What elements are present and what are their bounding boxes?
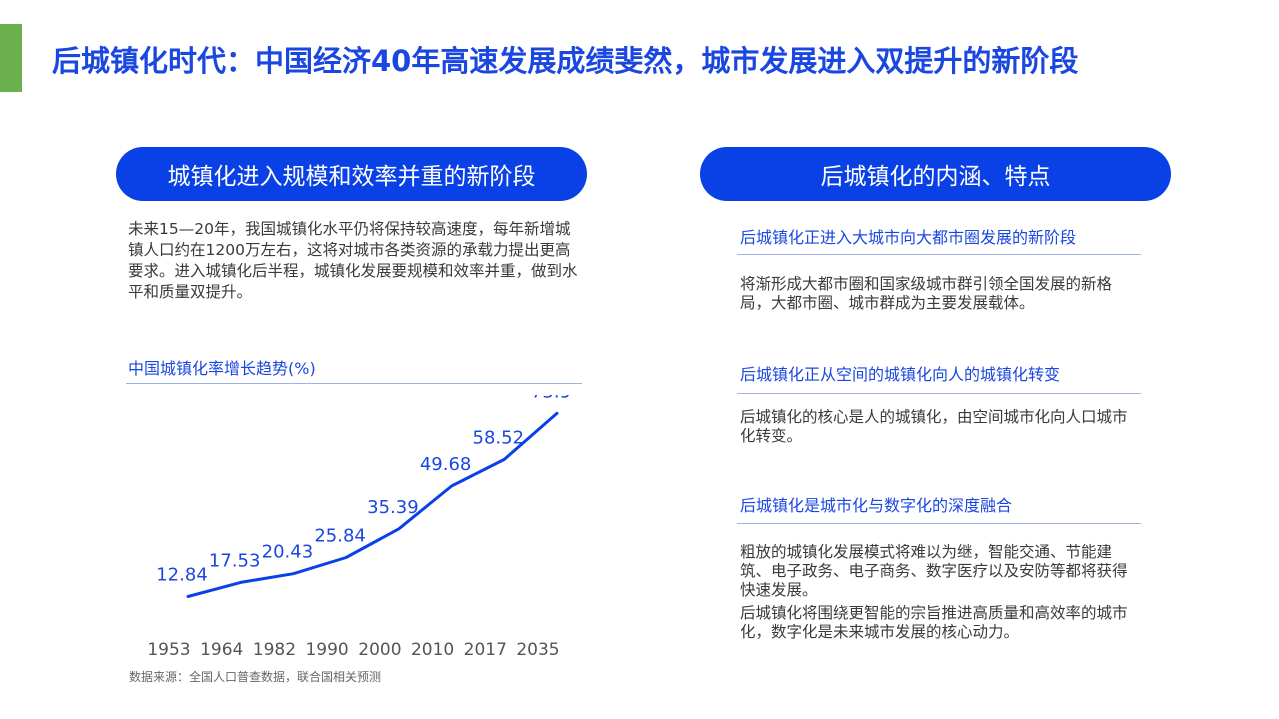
section-2-heading: 后城镇化正从空间的城镇化向人的城镇化转变	[740, 365, 1061, 384]
x-tick-label: 2000	[358, 640, 401, 660]
section-1-heading: 后城镇化正进入大城市向大都市圈发展的新阶段	[740, 228, 1077, 247]
x-axis-labels: 1953 1964 1982 1990 2000 2010 2017 2035	[147, 640, 559, 660]
chart-title: 中国城镇化率增长趋势(%)	[128, 359, 316, 378]
x-tick-label: 2035	[516, 640, 559, 660]
data-label: 20.43	[262, 542, 314, 563]
section-3-divider	[737, 523, 1141, 524]
urbanization-line-chart: 12.8417.5320.4325.8435.3949.6858.5273.9 …	[147, 395, 571, 660]
section-1-body: 将渐形成大都市圈和国家级城市群引领全国发展的新格局，大都市圈、城市群成为主要发展…	[740, 275, 1142, 317]
section-2-body: 后城镇化的核心是人的城镇化，由空间城市化向人口城市化转变。	[740, 408, 1142, 450]
intro-paragraph: 未来15—20年，我国城镇化水平仍将保持较高速度，每年新增城镇人口约在1200万…	[128, 220, 578, 301]
section-1-paragraph: 将渐形成大都市圈和国家级城市群引领全国发展的新格局，大都市圈、城市群成为主要发展…	[740, 275, 1113, 312]
data-label: 35.39	[367, 497, 419, 518]
data-label: 17.53	[209, 550, 261, 571]
section-1-divider	[737, 254, 1141, 255]
section-3-heading: 后城镇化是城市化与数字化的深度融合	[740, 496, 1013, 515]
x-tick-label: 2010	[411, 640, 454, 660]
right-section-pill: 后城镇化的内涵、特点	[700, 147, 1171, 201]
data-label: 49.68	[420, 454, 472, 475]
x-tick-label: 2017	[464, 640, 507, 660]
section-3-paragraph-1: 粗放的城镇化发展模式将难以为继，智能交通、节能建筑、电子政务、电子商务、数字医疗…	[740, 543, 1128, 599]
section-3-paragraph-2: 后城镇化将围绕更智能的宗旨推进高质量和高效率的城市化，数字化是未来城市发展的核心…	[740, 604, 1128, 641]
data-label: 58.52	[473, 427, 525, 448]
x-tick-label: 1953	[147, 640, 190, 660]
title-accent-bar	[0, 24, 22, 92]
data-label: 73.9	[531, 395, 571, 402]
x-tick-label: 1964	[200, 640, 243, 660]
section-2-paragraph: 后城镇化的核心是人的城镇化，由空间城市化向人口城市化转变。	[740, 408, 1128, 445]
chart-title-divider	[126, 383, 582, 384]
section-3-body: 粗放的城镇化发展模式将难以为继，智能交通、节能建筑、电子政务、电子商务、数字医疗…	[740, 543, 1142, 646]
data-source-note: 数据来源：全国人口普查数据，联合国相关预测	[129, 670, 382, 684]
page-title: 后城镇化时代：中国经济40年高速发展成绩斐然，城市发展进入双提升的新阶段	[52, 44, 1079, 78]
data-label: 12.84	[156, 565, 208, 586]
left-section-pill: 城镇化进入规模和效率并重的新阶段	[116, 147, 587, 201]
section-2-divider	[737, 393, 1141, 394]
x-tick-label: 1982	[253, 640, 296, 660]
x-tick-label: 1990	[305, 640, 348, 660]
series-line	[186, 411, 559, 598]
data-label: 25.84	[314, 526, 366, 547]
